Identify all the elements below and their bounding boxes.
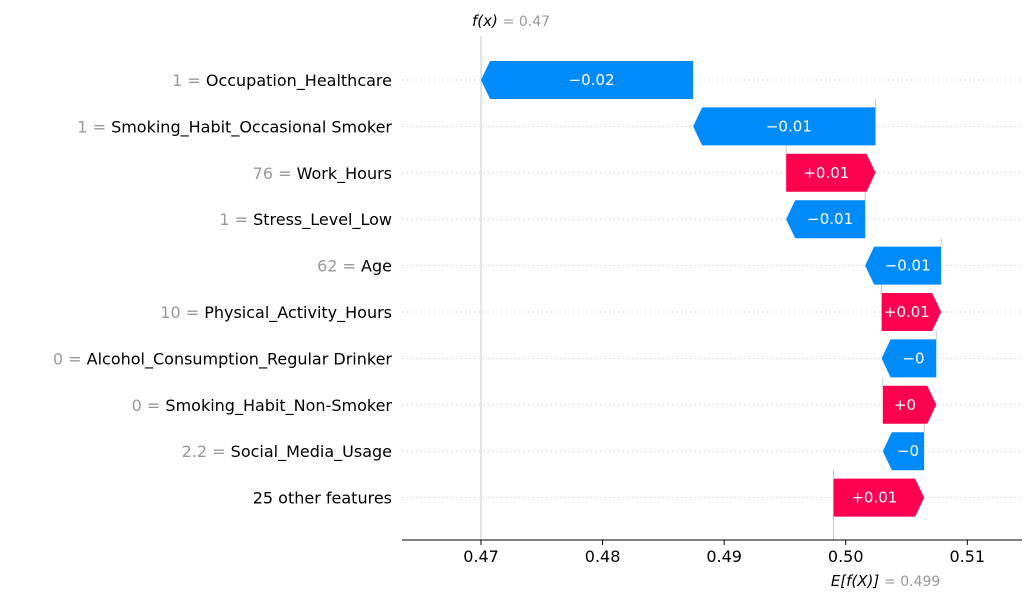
bar-value-label: +0.01 [803, 164, 849, 182]
feature-label: 1 = Stress_Level_Low [219, 210, 392, 230]
feature-name: Alcohol_Consumption_Regular Drinker [87, 349, 393, 369]
bar-value-label: +0 [894, 396, 916, 414]
feature-name: Physical_Activity_Hours [204, 303, 392, 323]
feature-label: 0 = Alcohol_Consumption_Regular Drinker [53, 349, 393, 369]
feature-label: 10 = Physical_Activity_Hours [160, 303, 392, 323]
feature-value: 62 = [317, 257, 361, 276]
fx-annotation: f(x) = 0.47 [472, 12, 550, 30]
feature-label: 1 = Occupation_Healthcare [172, 71, 392, 91]
feature-name: Smoking_Habit_Non-Smoker [165, 396, 392, 416]
bar-value-label: −0.01 [766, 117, 812, 135]
feature-name: Age [361, 257, 392, 276]
positive-bar [833, 478, 925, 517]
bar-value-label: −0 [902, 349, 924, 367]
bar-value-label: −0.01 [885, 257, 931, 275]
feature-label: 62 = Age [317, 257, 392, 276]
feature-value: 1 = [77, 117, 111, 136]
bar-value-label: −0.01 [807, 210, 853, 228]
x-tick-label: 0.50 [828, 547, 864, 566]
x-axis: 0.47 0.48 0.49 0.50 0.51 [402, 539, 1022, 566]
negative-bar [481, 61, 694, 99]
positive-bar [786, 153, 876, 192]
bar-value-label: +0.01 [851, 489, 897, 507]
negative-bar [881, 339, 937, 378]
feature-label: 76 = Work_Hours [253, 164, 392, 184]
bars: −0.02 −0.01 +0.01 −0.01 −0.01 +0.01 −0 +0 −0 +0.0… [481, 61, 942, 517]
x-tick-label: 0.49 [706, 547, 742, 566]
fx-label: f(x) [472, 12, 498, 30]
feature-name: 25 other features [253, 489, 392, 508]
bar-value-label: +0.01 [884, 303, 930, 321]
ex-value: = 0.499 [884, 574, 940, 590]
ex-label: E[f(X)] [831, 572, 880, 590]
feature-name: Stress_Level_Low [253, 210, 392, 230]
feature-label: 2.2 = Social_Media_Usage [182, 442, 392, 462]
feature-value: 10 = [160, 303, 204, 322]
feature-label: 1 = Smoking_Habit_Occasional Smoker [77, 117, 392, 137]
feature-name: Smoking_Habit_Occasional Smoker [111, 117, 392, 137]
fx-value: = 0.47 [503, 14, 550, 30]
x-tick-label: 0.48 [585, 547, 621, 566]
negative-bar [693, 107, 876, 146]
x-tick-label: 0.47 [463, 547, 499, 566]
feature-value: 0 = [132, 396, 166, 415]
feature-name: Occupation_Healthcare [206, 71, 392, 91]
negative-bar [865, 246, 942, 285]
feature-name: Social_Media_Usage [231, 442, 392, 462]
feature-value: 1 = [172, 71, 206, 90]
feature-value: 2.2 = [182, 442, 231, 461]
bar-value-label: −0.02 [569, 71, 615, 89]
negative-bar [882, 432, 925, 471]
expected-value-annotation: E[f(X)] = 0.499 [831, 572, 941, 590]
feature-label: 0 = Smoking_Habit_Non-Smoker [132, 396, 393, 416]
feature-value: 0 = [53, 349, 87, 368]
x-tick-label: 0.51 [949, 547, 985, 566]
feature-label: 25 other features [253, 489, 392, 508]
positive-bar [882, 385, 937, 424]
feature-value: 76 = [253, 164, 297, 183]
positive-bar [881, 293, 942, 331]
bar-value-label: −0 [897, 442, 919, 460]
feature-name: Work_Hours [297, 164, 392, 184]
negative-bar [786, 200, 866, 239]
feature-value: 1 = [219, 210, 253, 229]
